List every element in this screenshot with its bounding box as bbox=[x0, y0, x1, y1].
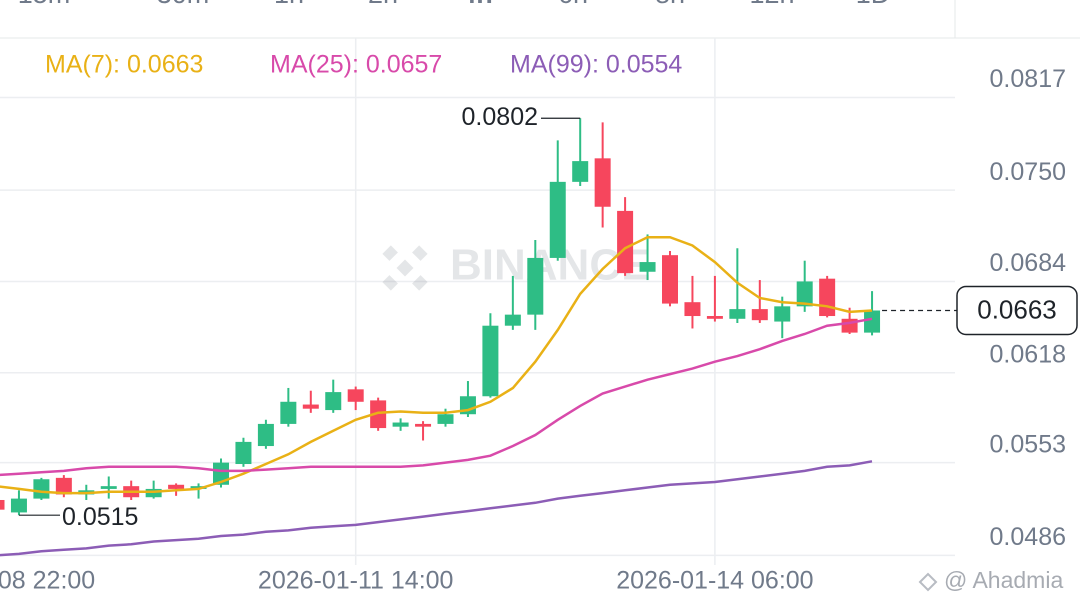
candle-body bbox=[662, 255, 678, 304]
candle-body bbox=[55, 477, 72, 495]
candle-body bbox=[302, 404, 319, 409]
candle-body bbox=[437, 414, 454, 424]
candle-body bbox=[751, 309, 768, 321]
timeframe-tab[interactable]: 1D bbox=[856, 0, 891, 9]
candle-body bbox=[347, 389, 364, 402]
candle-body bbox=[100, 486, 117, 489]
candle-body bbox=[325, 392, 342, 411]
timeframe-tab[interactable]: 4h bbox=[461, 0, 493, 9]
legend-entry: MA(7): 0.0663 bbox=[45, 51, 203, 79]
candle-body bbox=[729, 309, 746, 319]
y-tick-label: 0.0553 bbox=[990, 430, 1066, 458]
candle-body bbox=[257, 423, 274, 447]
candle-body bbox=[706, 316, 723, 319]
candle-body bbox=[819, 278, 836, 317]
y-tick-label: 0.0618 bbox=[990, 340, 1066, 368]
ma-line bbox=[0, 317, 873, 477]
last-price-box bbox=[956, 285, 1078, 336]
candle-body bbox=[280, 401, 297, 424]
candle-body bbox=[617, 210, 634, 274]
candle-body bbox=[10, 498, 27, 513]
legend-entry: MA(25): 0.0657 bbox=[270, 51, 442, 79]
y-tick-label: 0.0817 bbox=[990, 65, 1066, 93]
timeframe-tab[interactable]: 15m bbox=[18, 0, 71, 9]
candle-body bbox=[549, 181, 566, 258]
candle-body bbox=[527, 257, 544, 315]
y-tick-label: 0.0684 bbox=[990, 249, 1067, 277]
timeframe-tab[interactable]: 1h bbox=[274, 0, 304, 9]
candle-body bbox=[392, 422, 409, 427]
timeframe-tab[interactable]: 2h bbox=[368, 0, 398, 9]
candle-body bbox=[235, 441, 252, 465]
timeframe-tab[interactable]: 8h bbox=[655, 0, 685, 9]
legend-entry: MA(99): 0.0554 bbox=[510, 51, 682, 79]
candle-body bbox=[639, 262, 656, 272]
x-tick-label: 2026-01-08 22:00 bbox=[0, 567, 95, 595]
ma-line bbox=[0, 460, 873, 557]
y-tick-label: 0.0486 bbox=[990, 523, 1066, 551]
candle-body bbox=[774, 306, 791, 322]
x-tick-label: 2026-01-14 06:00 bbox=[616, 567, 813, 595]
candle-body bbox=[684, 302, 701, 317]
timeframe-tab[interactable]: 12h bbox=[749, 0, 794, 9]
ma-line bbox=[0, 235, 873, 495]
last-price-label: 0.0663 bbox=[977, 294, 1057, 324]
candle-body bbox=[190, 486, 207, 489]
high-label: 0.0802 bbox=[462, 103, 538, 131]
candle-body bbox=[864, 310, 881, 333]
candle-body bbox=[168, 484, 185, 489]
candle-body bbox=[33, 479, 50, 499]
x-tick-label: 2026-01-11 14:00 bbox=[258, 567, 454, 595]
candle-body bbox=[504, 314, 521, 326]
timeframe-tab[interactable]: 6h bbox=[558, 0, 588, 9]
candle-body bbox=[0, 499, 5, 510]
candle-body bbox=[145, 488, 162, 498]
y-tick-label: 0.0750 bbox=[990, 158, 1066, 186]
watermark-user: @ Ahadmia bbox=[944, 567, 1063, 593]
low-label: 0.0515 bbox=[62, 503, 138, 531]
candle-body bbox=[796, 281, 813, 307]
timeframe-tab[interactable]: 30m bbox=[157, 0, 210, 9]
candle-body bbox=[415, 423, 432, 427]
candle-body bbox=[370, 400, 387, 429]
user-icon bbox=[918, 572, 938, 592]
candle-body bbox=[482, 325, 499, 397]
candle-body bbox=[594, 158, 611, 207]
candle-body bbox=[572, 161, 589, 182]
